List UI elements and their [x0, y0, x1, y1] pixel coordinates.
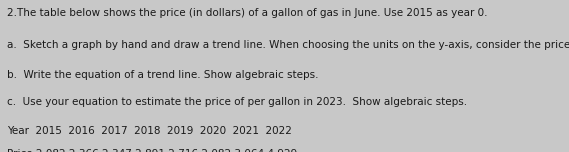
- Text: a.  Sketch a graph by hand and draw a trend line. When choosing the units on the: a. Sketch a graph by hand and draw a tre…: [7, 40, 569, 50]
- Text: c.  Use your equation to estimate the price of per gallon in 2023.  Show algebra: c. Use your equation to estimate the pri…: [7, 97, 467, 107]
- Text: Year  2015  2016  2017  2018  2019  2020  2021  2022: Year 2015 2016 2017 2018 2019 2020 2021 …: [7, 126, 292, 136]
- Text: b.  Write the equation of a trend line. Show algebraic steps.: b. Write the equation of a trend line. S…: [7, 70, 318, 80]
- Text: 2.The table below shows the price (in dollars) of a gallon of gas in June. Use 2: 2.The table below shows the price (in do…: [7, 8, 487, 18]
- Text: Price 2.082 2.366 2.347 2.891 2.716 2.082 3.064 4.929: Price 2.082 2.366 2.347 2.891 2.716 2.08…: [7, 149, 297, 152]
